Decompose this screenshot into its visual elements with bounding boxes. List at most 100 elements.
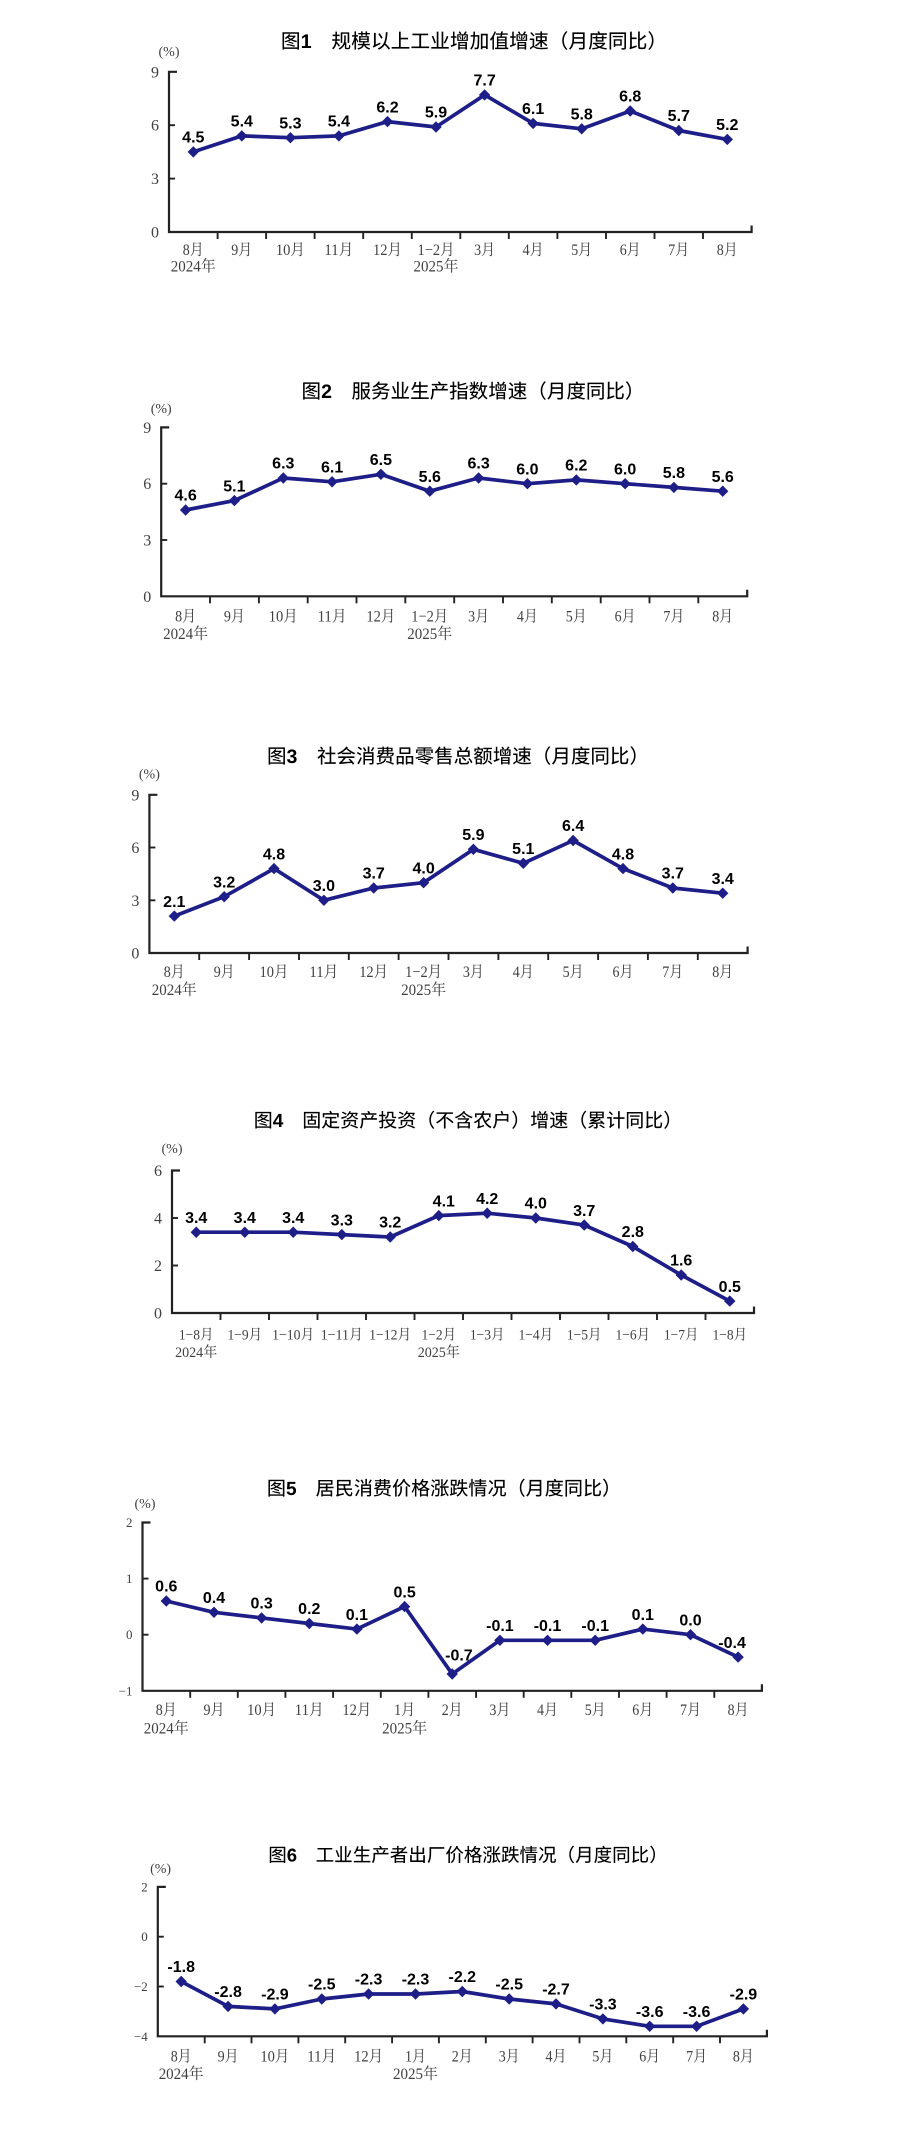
svg-text:5.1: 5.1 [223,478,245,495]
svg-text:1−11月: 1−11月 [321,1327,363,1344]
svg-text:12月: 12月 [359,964,388,981]
svg-text:7月: 7月 [662,964,683,981]
svg-text:11月: 11月 [309,964,338,981]
svg-text:3.7: 3.7 [573,1203,595,1220]
svg-text:5.9: 5.9 [462,827,484,844]
svg-text:图5 居民消费价格涨跌情况（月度同比）: 图5 居民消费价格涨跌情况（月度同比） [267,1478,621,1500]
svg-text:7.7: 7.7 [473,73,495,90]
svg-text:3.0: 3.0 [313,878,335,895]
svg-text:1−4月: 1−4月 [518,1327,553,1344]
svg-text:5.4: 5.4 [328,114,350,131]
svg-text:6.3: 6.3 [467,456,489,473]
svg-text:0: 0 [143,589,151,606]
svg-text:-2.8: -2.8 [214,1984,242,2001]
svg-text:10月: 10月 [260,964,289,981]
svg-text:2025年: 2025年 [401,981,446,999]
svg-text:4月: 4月 [537,1702,558,1719]
svg-text:8月: 8月 [164,964,185,981]
svg-text:8月: 8月 [712,964,733,981]
svg-text:5月: 5月 [585,1702,606,1719]
svg-text:-1.8: -1.8 [167,1959,195,1976]
svg-text:12月: 12月 [354,2049,383,2066]
svg-text:9月: 9月 [224,609,245,626]
svg-text:1.6: 1.6 [670,1253,692,1270]
svg-text:6.4: 6.4 [562,818,584,835]
svg-text:-0.1: -0.1 [534,1618,562,1635]
svg-text:-2.9: -2.9 [261,1987,289,2004]
svg-text:7月: 7月 [686,2049,707,2066]
svg-text:4.5: 4.5 [182,130,204,147]
svg-text:3.4: 3.4 [712,871,734,888]
svg-text:1−2月: 1−2月 [421,1327,456,1344]
svg-text:5.6: 5.6 [712,469,734,486]
svg-text:-3.3: -3.3 [589,1997,617,2014]
svg-text:2.1: 2.1 [163,894,185,911]
svg-text:4.8: 4.8 [612,846,634,863]
svg-text:0.0: 0.0 [679,1612,701,1629]
svg-text:-0.4: -0.4 [718,1635,746,1652]
svg-text:2025年: 2025年 [393,2065,438,2083]
svg-text:图2 服务业生产指数增速（月度同比）: 图2 服务业生产指数增速（月度同比） [302,381,645,403]
svg-text:5.1: 5.1 [512,841,534,858]
svg-text:4.2: 4.2 [476,1191,498,1208]
svg-text:0.3: 0.3 [250,1596,272,1613]
svg-text:8月: 8月 [171,2049,192,2066]
svg-text:2024年: 2024年 [171,258,216,276]
svg-text:11月: 11月 [295,1702,324,1719]
svg-text:1−2月: 1−2月 [411,609,448,626]
svg-text:6.0: 6.0 [614,461,636,478]
svg-text:8月: 8月 [712,609,733,626]
svg-text:3月: 3月 [468,609,489,626]
svg-text:0: 0 [131,946,139,963]
svg-text:3: 3 [151,171,159,188]
svg-text:2.8: 2.8 [622,1224,644,1241]
svg-text:5.4: 5.4 [231,114,253,131]
svg-text:1: 1 [126,1571,133,1586]
svg-text:5月: 5月 [571,242,592,259]
svg-text:5.8: 5.8 [663,465,685,482]
svg-text:2月: 2月 [442,1702,463,1719]
svg-text:6: 6 [151,118,159,135]
svg-text:8月: 8月 [183,242,204,259]
svg-text:−4: −4 [134,2029,148,2044]
svg-text:1−6月: 1−6月 [615,1327,650,1344]
svg-text:2024年: 2024年 [175,1344,217,1361]
svg-text:11月: 11月 [324,242,353,259]
svg-text:4月: 4月 [546,2049,567,2066]
svg-text:8月: 8月 [717,242,738,259]
svg-text:5月: 5月 [566,609,587,626]
svg-text:0.5: 0.5 [393,1584,415,1601]
svg-text:4月: 4月 [517,609,538,626]
svg-text:3月: 3月 [499,2049,520,2066]
svg-text:6月: 6月 [613,964,634,981]
svg-text:0.1: 0.1 [632,1607,654,1624]
svg-text:5月: 5月 [592,2049,613,2066]
svg-text:5月: 5月 [563,964,584,981]
svg-text:2025年: 2025年 [418,1344,460,1361]
svg-text:0.2: 0.2 [298,1601,320,1618]
svg-text:-2.7: -2.7 [542,1982,570,1999]
svg-text:12月: 12月 [342,1702,371,1719]
svg-text:4.6: 4.6 [174,488,196,505]
svg-text:7月: 7月 [680,1702,701,1719]
svg-text:9: 9 [131,787,139,804]
svg-text:(%): (%) [151,402,172,417]
svg-text:-2.3: -2.3 [402,1972,430,1989]
svg-text:9月: 9月 [214,964,235,981]
svg-text:4月: 4月 [523,242,544,259]
svg-text:4: 4 [154,1211,162,1228]
svg-text:(%): (%) [150,1862,171,1877]
svg-text:4月: 4月 [513,964,534,981]
svg-text:2024年: 2024年 [144,1720,189,1738]
svg-text:6: 6 [154,1163,162,1180]
svg-text:0.6: 0.6 [155,1579,177,1596]
svg-text:6月: 6月 [620,242,641,259]
svg-text:1−3月: 1−3月 [470,1327,505,1344]
svg-text:0.5: 0.5 [719,1279,741,1296]
svg-text:1−8月: 1−8月 [179,1327,214,1344]
svg-text:0.1: 0.1 [346,1607,368,1624]
svg-text:5.8: 5.8 [571,107,593,124]
svg-text:6: 6 [131,840,139,857]
svg-text:4.1: 4.1 [433,1193,455,1210]
svg-text:0: 0 [141,1929,148,1944]
